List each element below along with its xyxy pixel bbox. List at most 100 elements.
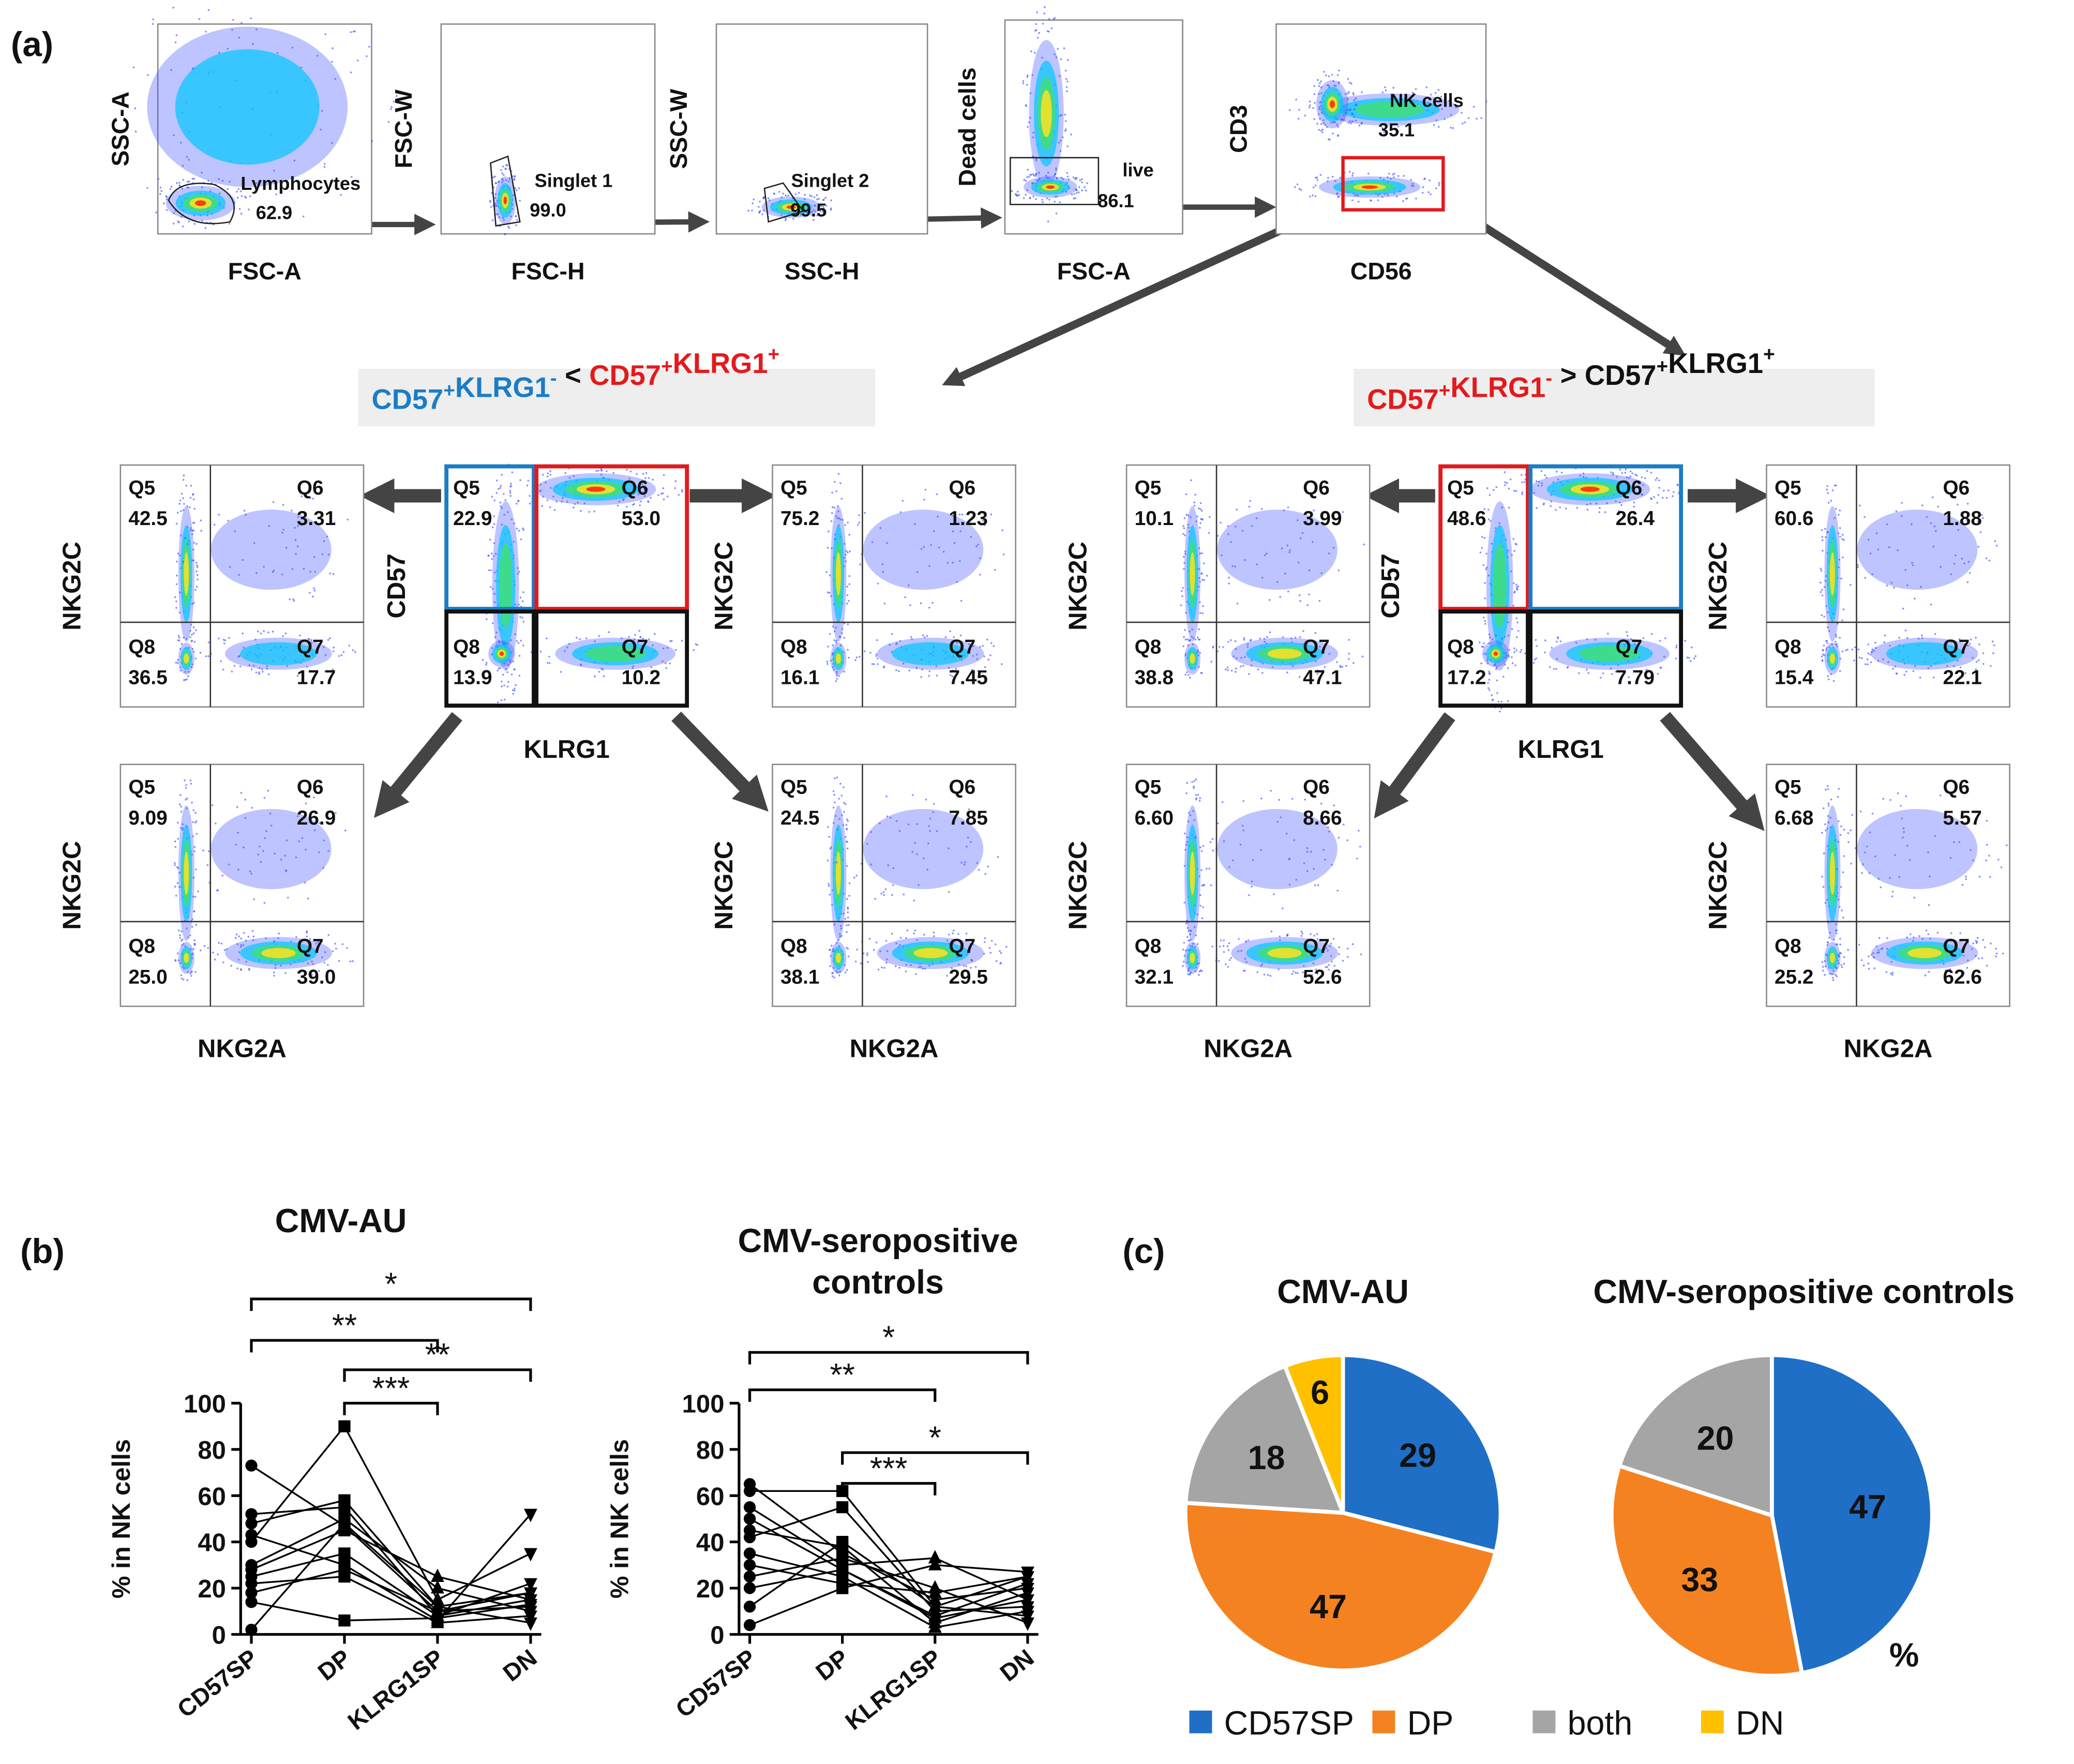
event-dot — [264, 837, 266, 839]
event-dot — [1381, 91, 1384, 94]
event-dot — [898, 966, 900, 969]
event-dot — [895, 669, 897, 671]
event-dot — [889, 644, 891, 646]
event-dot — [194, 812, 197, 814]
event-dot — [831, 512, 833, 514]
event-dot — [1210, 884, 1212, 887]
event-dot — [1186, 936, 1189, 938]
event-dot — [928, 606, 930, 609]
event-dot — [1965, 878, 1967, 880]
event-dot — [1195, 520, 1197, 522]
event-dot — [1055, 212, 1058, 215]
event-dot — [185, 787, 187, 789]
event-dot — [1594, 638, 1597, 641]
event-dot — [1835, 635, 1837, 638]
event-dot — [1392, 173, 1394, 176]
event-dot — [508, 227, 510, 229]
event-dot — [503, 493, 505, 495]
event-dot — [887, 864, 890, 866]
event-dot — [217, 889, 219, 891]
event-dot — [1183, 954, 1186, 957]
event-dot — [1310, 933, 1312, 935]
density — [747, 190, 832, 221]
density-level — [1830, 952, 1835, 963]
event-dot — [197, 578, 199, 581]
quadrant-name: Q7 — [297, 935, 324, 958]
event-dot — [1438, 184, 1440, 186]
event-dot — [1041, 199, 1043, 201]
event-dot — [184, 671, 186, 673]
event-dot — [501, 473, 503, 476]
event-dot — [498, 488, 500, 490]
event-dot — [1315, 176, 1317, 179]
event-dot — [957, 963, 960, 966]
event-dot — [1829, 973, 1831, 975]
event-dot — [503, 219, 505, 221]
event-dot — [326, 970, 329, 973]
event-dot — [1242, 665, 1244, 667]
event-dot — [500, 169, 502, 171]
event-dot — [223, 949, 226, 951]
event-dot — [645, 472, 648, 474]
event-dot — [574, 503, 576, 505]
event-dot — [1928, 970, 1930, 973]
event-dot — [190, 975, 192, 977]
event-dot — [494, 175, 496, 178]
event-dot — [1821, 961, 1824, 963]
event-dot — [1857, 566, 1859, 569]
event-dot — [1831, 489, 1834, 491]
event-dot — [240, 937, 243, 940]
event-dot — [309, 591, 311, 594]
event-dot — [274, 967, 276, 969]
event-dot — [813, 208, 815, 211]
event-dot — [1066, 90, 1068, 93]
event-dot — [920, 676, 922, 678]
quadrant-name: Q8 — [780, 935, 807, 958]
event-dot — [1997, 859, 2000, 861]
event-dot — [312, 963, 314, 965]
event-dot — [907, 823, 910, 826]
event-dot — [493, 601, 496, 603]
event-dot — [1535, 639, 1537, 641]
event-dot — [1917, 637, 1920, 640]
event-dot — [681, 639, 683, 642]
event-dot — [498, 667, 500, 669]
event-dot — [1193, 819, 1195, 821]
legend-swatch — [1532, 1710, 1556, 1733]
event-dot — [1488, 670, 1491, 672]
event-dot — [1317, 113, 1320, 115]
event-dot — [1840, 964, 1842, 966]
event-dot — [866, 843, 868, 845]
event-dot — [1184, 848, 1186, 851]
event-dot — [193, 602, 195, 604]
event-dot — [262, 850, 264, 852]
event-dot — [1182, 587, 1184, 589]
density — [1479, 634, 1515, 672]
event-dot — [1367, 172, 1370, 175]
event-dot — [1345, 112, 1347, 114]
event-dot — [809, 211, 812, 214]
event-dot — [1615, 670, 1617, 673]
event-dot — [1578, 672, 1580, 675]
event-dot — [1871, 954, 1873, 956]
quadrant-value: 6.60 — [1135, 807, 1174, 829]
event-dot — [905, 970, 907, 973]
event-dot — [349, 960, 352, 963]
event-dot — [1827, 821, 1830, 824]
event-dot — [1876, 951, 1878, 954]
event-dot — [241, 195, 243, 197]
event-dot — [297, 971, 299, 974]
event-dot — [187, 670, 190, 673]
event-dot — [202, 849, 204, 851]
event-dot — [1839, 937, 1841, 940]
event-dot — [182, 165, 184, 167]
gate — [534, 609, 689, 708]
event-dot — [830, 520, 833, 522]
event-dot — [307, 898, 309, 900]
event-dot — [674, 487, 676, 489]
event-dot — [204, 227, 207, 229]
event-dot — [296, 815, 299, 817]
event-dot — [1340, 118, 1343, 121]
event-dot — [1030, 50, 1032, 53]
event-dot — [1966, 519, 1968, 521]
